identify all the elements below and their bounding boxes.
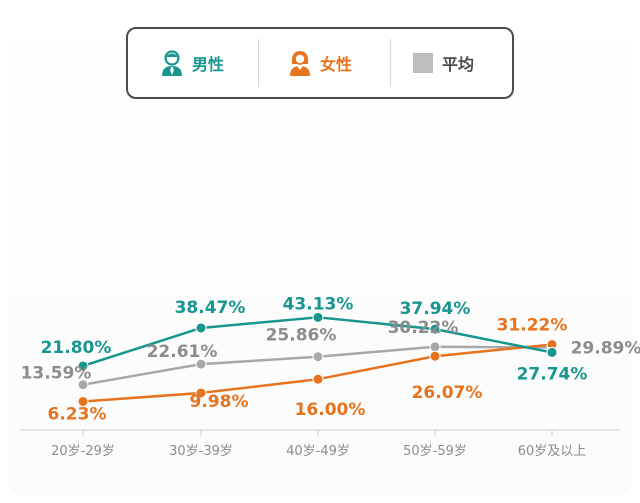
legend-label-average: 平均 — [442, 55, 475, 74]
data-label-female: 6.23% — [48, 405, 107, 425]
legend-item-male: 男性 — [160, 29, 224, 97]
data-point-female — [429, 350, 441, 362]
data-point-average — [429, 341, 441, 353]
data-label-average: 13.59% — [21, 364, 92, 384]
data-label-female: 26.07% — [412, 383, 483, 403]
data-point-male — [312, 311, 324, 323]
data-point-average — [77, 379, 89, 391]
data-point-average — [195, 358, 207, 370]
data-label-female: 31.22% — [497, 315, 568, 335]
data-label-female: 16.00% — [295, 400, 366, 420]
data-point-male — [195, 322, 207, 334]
data-point-average — [312, 351, 324, 363]
x-tick-label: 30岁-39岁 — [169, 444, 233, 459]
legend-label-male: 男性 — [192, 55, 225, 74]
legend-item-average: 平均 — [412, 29, 474, 97]
data-label-male: 37.94% — [400, 299, 471, 319]
chart-legend: 男性 女性 平均 — [126, 27, 514, 99]
legend-divider — [258, 39, 259, 87]
data-label-male: 43.13% — [283, 294, 354, 314]
data-label-average: 30.22% — [388, 318, 459, 338]
data-label-average: 25.86% — [266, 326, 337, 346]
data-point-male — [546, 346, 558, 358]
data-point-female — [312, 373, 324, 385]
data-label-male: 27.74% — [517, 364, 588, 384]
legend-item-female: 女性 — [288, 29, 352, 97]
x-tick-label: 20岁-29岁 — [51, 444, 115, 459]
data-label-male: 38.47% — [175, 298, 246, 318]
female-person-icon — [288, 49, 312, 77]
x-tick-label: 40岁-49岁 — [286, 444, 350, 459]
legend-divider — [390, 39, 391, 87]
x-tick-label: 60岁及以上 — [518, 444, 587, 459]
data-label-average: 22.61% — [147, 342, 218, 362]
data-label-female: 9.98% — [190, 392, 249, 412]
legend-label-female: 女性 — [320, 55, 353, 74]
data-point-male — [77, 360, 89, 372]
data-point-female — [195, 387, 207, 399]
gray-square-icon — [412, 52, 434, 74]
x-tick-label: 50岁-59岁 — [403, 444, 467, 459]
data-label-male: 21.80% — [41, 338, 112, 358]
data-point-male — [429, 323, 441, 335]
data-label-average: 29.89% — [571, 339, 640, 359]
male-person-icon — [160, 49, 184, 77]
data-point-female — [77, 396, 89, 407]
